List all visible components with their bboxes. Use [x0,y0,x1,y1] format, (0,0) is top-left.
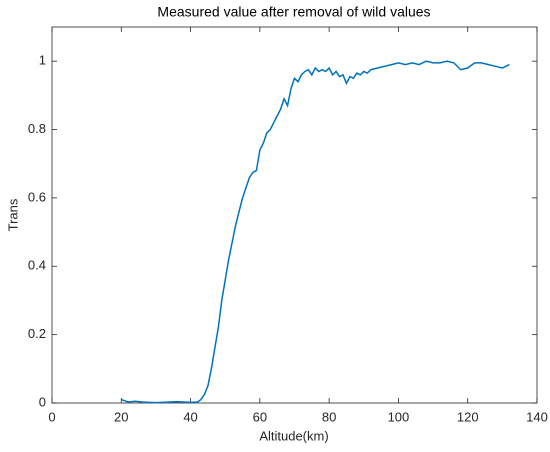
chart-title: Measured value after removal of wild val… [157,4,430,20]
y-tick-label: 0.6 [28,189,46,204]
y-axis-label: Trans [5,198,20,231]
x-tick-label: 60 [253,409,267,424]
x-tick-label: 100 [388,409,410,424]
y-tick-label: 0.4 [28,258,46,273]
plot-area [51,26,538,404]
x-tick-label: 120 [457,409,479,424]
y-tick-label: 0.2 [28,326,46,341]
x-tick-label: 80 [322,409,336,424]
x-axis-label: Altitude(km) [259,428,328,443]
x-tick-label: 140 [526,409,548,424]
x-tick-label: 20 [114,409,128,424]
y-tick-label: 1 [39,53,46,68]
x-tick-label: 40 [183,409,197,424]
data-line [121,60,510,404]
y-tick-label: 0.8 [28,121,46,136]
x-tick-label: 0 [48,409,55,424]
y-tick-label: 0 [39,394,46,409]
